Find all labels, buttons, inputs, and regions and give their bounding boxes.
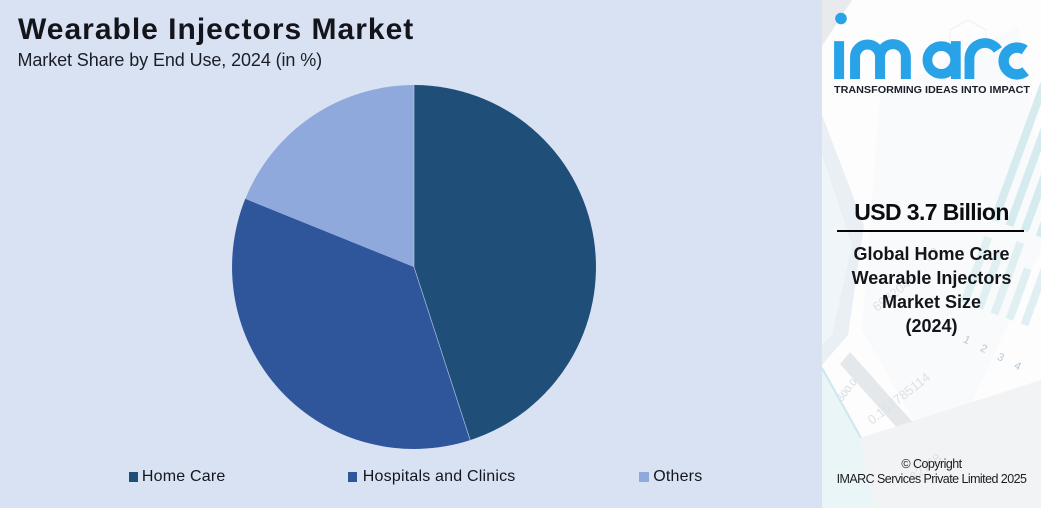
svg-text:TRANSFORMING IDEAS INTO IMPACT: TRANSFORMING IDEAS INTO IMPACT xyxy=(834,85,1031,96)
svg-text:1: 1 xyxy=(961,334,972,347)
svg-text:2: 2 xyxy=(978,342,989,355)
svg-text:4: 4 xyxy=(1012,360,1023,373)
svg-text:3: 3 xyxy=(995,351,1006,364)
